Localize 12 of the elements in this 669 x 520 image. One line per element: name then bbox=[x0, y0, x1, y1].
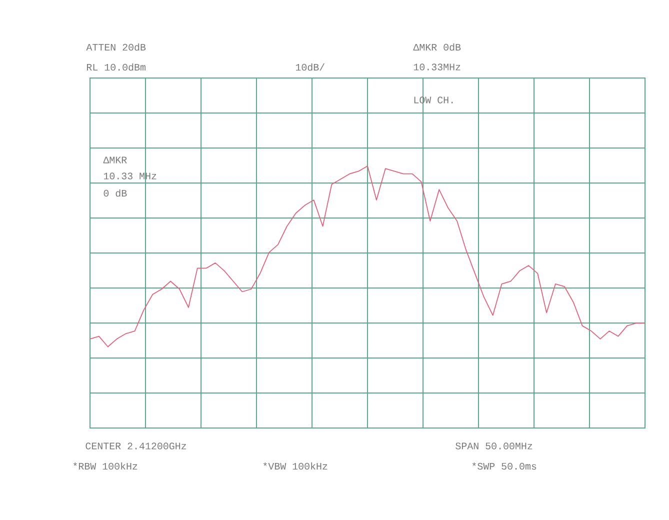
text: *VBW 100kHz bbox=[263, 462, 328, 470]
text: CENTER 2.41200GHz bbox=[86, 442, 186, 450]
text: *SWP 50.0ms bbox=[472, 462, 536, 470]
text: *RBW 100kHz bbox=[73, 462, 138, 470]
text: 10.33MHz bbox=[414, 64, 460, 70]
text: ΔMKR 0dB bbox=[413, 43, 461, 51]
text: SPAN 50.00MHz bbox=[456, 442, 532, 450]
annotation: 0 dB bbox=[104, 189, 127, 197]
text: 10dB/ bbox=[296, 63, 325, 71]
text: ΔMKR bbox=[103, 156, 127, 164]
text: ATTEN 20dB bbox=[86, 43, 146, 51]
text: RL 10.0dBm bbox=[86, 63, 146, 71]
